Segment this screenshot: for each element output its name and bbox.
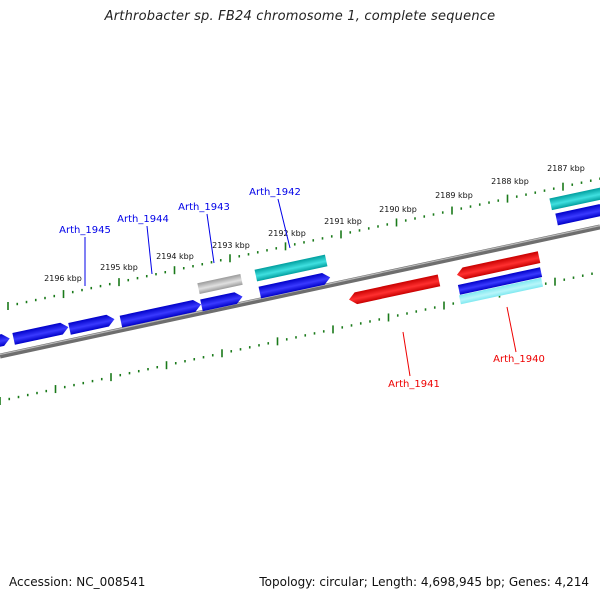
gene-arrow-shape	[457, 267, 543, 295]
scale-label: 2190 kbp	[379, 205, 417, 214]
rna-feature	[549, 185, 600, 211]
rna-feature	[254, 254, 328, 282]
accession-text: Accession: NC_008541	[9, 575, 146, 589]
gene-label: Arth_1941	[388, 379, 440, 390]
gene-arrow	[68, 314, 115, 335]
rna-feature	[458, 277, 544, 305]
scale-label: 2188 kbp	[491, 177, 529, 186]
feature-layer	[0, 185, 600, 350]
gene-arrow-shape	[349, 274, 441, 305]
scale-label: 2191 kbp	[324, 217, 362, 226]
sequence-stats-text: Topology: circular; Length: 4,698,945 bp…	[259, 575, 589, 589]
scale-label: 2192 kbp	[268, 229, 306, 238]
kbp-scale-labels: 2187 kbp 2188 kbp 2189 kbp 2190 kbp 2191 kbp…	[44, 164, 585, 283]
rna-feature-shape	[549, 185, 600, 211]
upper-tick-row	[7, 177, 600, 310]
scale-label: 2196 kbp	[44, 274, 82, 283]
scale-label: 2187 kbp	[547, 164, 585, 173]
gene-label: Arth_1942	[249, 187, 301, 198]
gene-arrow-shape	[68, 314, 115, 335]
pseudo-feature-shape	[197, 273, 243, 295]
label-leader	[402, 331, 411, 377]
gene-label: Arth_1940	[493, 354, 545, 365]
rna-feature-shape	[458, 277, 544, 305]
gene-arrow	[349, 274, 441, 305]
gene-label: Arth_1945	[59, 225, 111, 236]
label-leader	[277, 198, 291, 249]
pseudo-feature	[197, 273, 243, 295]
gene-arrow	[200, 292, 243, 312]
gene-arrow	[457, 267, 543, 295]
scale-label: 2194 kbp	[156, 252, 194, 261]
chromosome-backbone	[0, 224, 600, 359]
gene-arrow-shape	[258, 273, 331, 299]
scale-label: 2193 kbp	[212, 241, 250, 250]
gene-arrow	[555, 204, 600, 226]
gene-arrow-shape	[119, 299, 202, 328]
gene-arrow	[0, 334, 10, 350]
label-leader	[506, 306, 517, 353]
gene-label: Arth_1943	[178, 202, 230, 213]
label-leader	[206, 213, 215, 264]
label-leader	[146, 225, 153, 275]
gene-arrow	[456, 251, 541, 280]
gene-arrow-shape	[200, 292, 243, 312]
gene-arrow	[258, 273, 331, 299]
gene-label: Arth_1944	[117, 214, 169, 225]
gene-arrow	[119, 299, 202, 328]
gene-arrow-shape	[555, 204, 600, 226]
scale-label: 2189 kbp	[435, 191, 473, 200]
gene-arrow-shape	[456, 251, 541, 280]
gene-arrow	[12, 322, 69, 345]
rna-feature-shape	[254, 254, 328, 282]
map-title: Arthrobacter sp. FB24 chromosome 1, comp…	[104, 9, 496, 24]
gene-labels: Arth_1945 Arth_1944 Arth_1943 Arth_1942 Arth…	[59, 187, 545, 390]
label-leader-lines	[84, 198, 517, 377]
scale-label: 2195 kbp	[100, 263, 138, 272]
gene-arrow-shape	[0, 334, 10, 350]
gene-arrow-shape	[12, 322, 69, 345]
